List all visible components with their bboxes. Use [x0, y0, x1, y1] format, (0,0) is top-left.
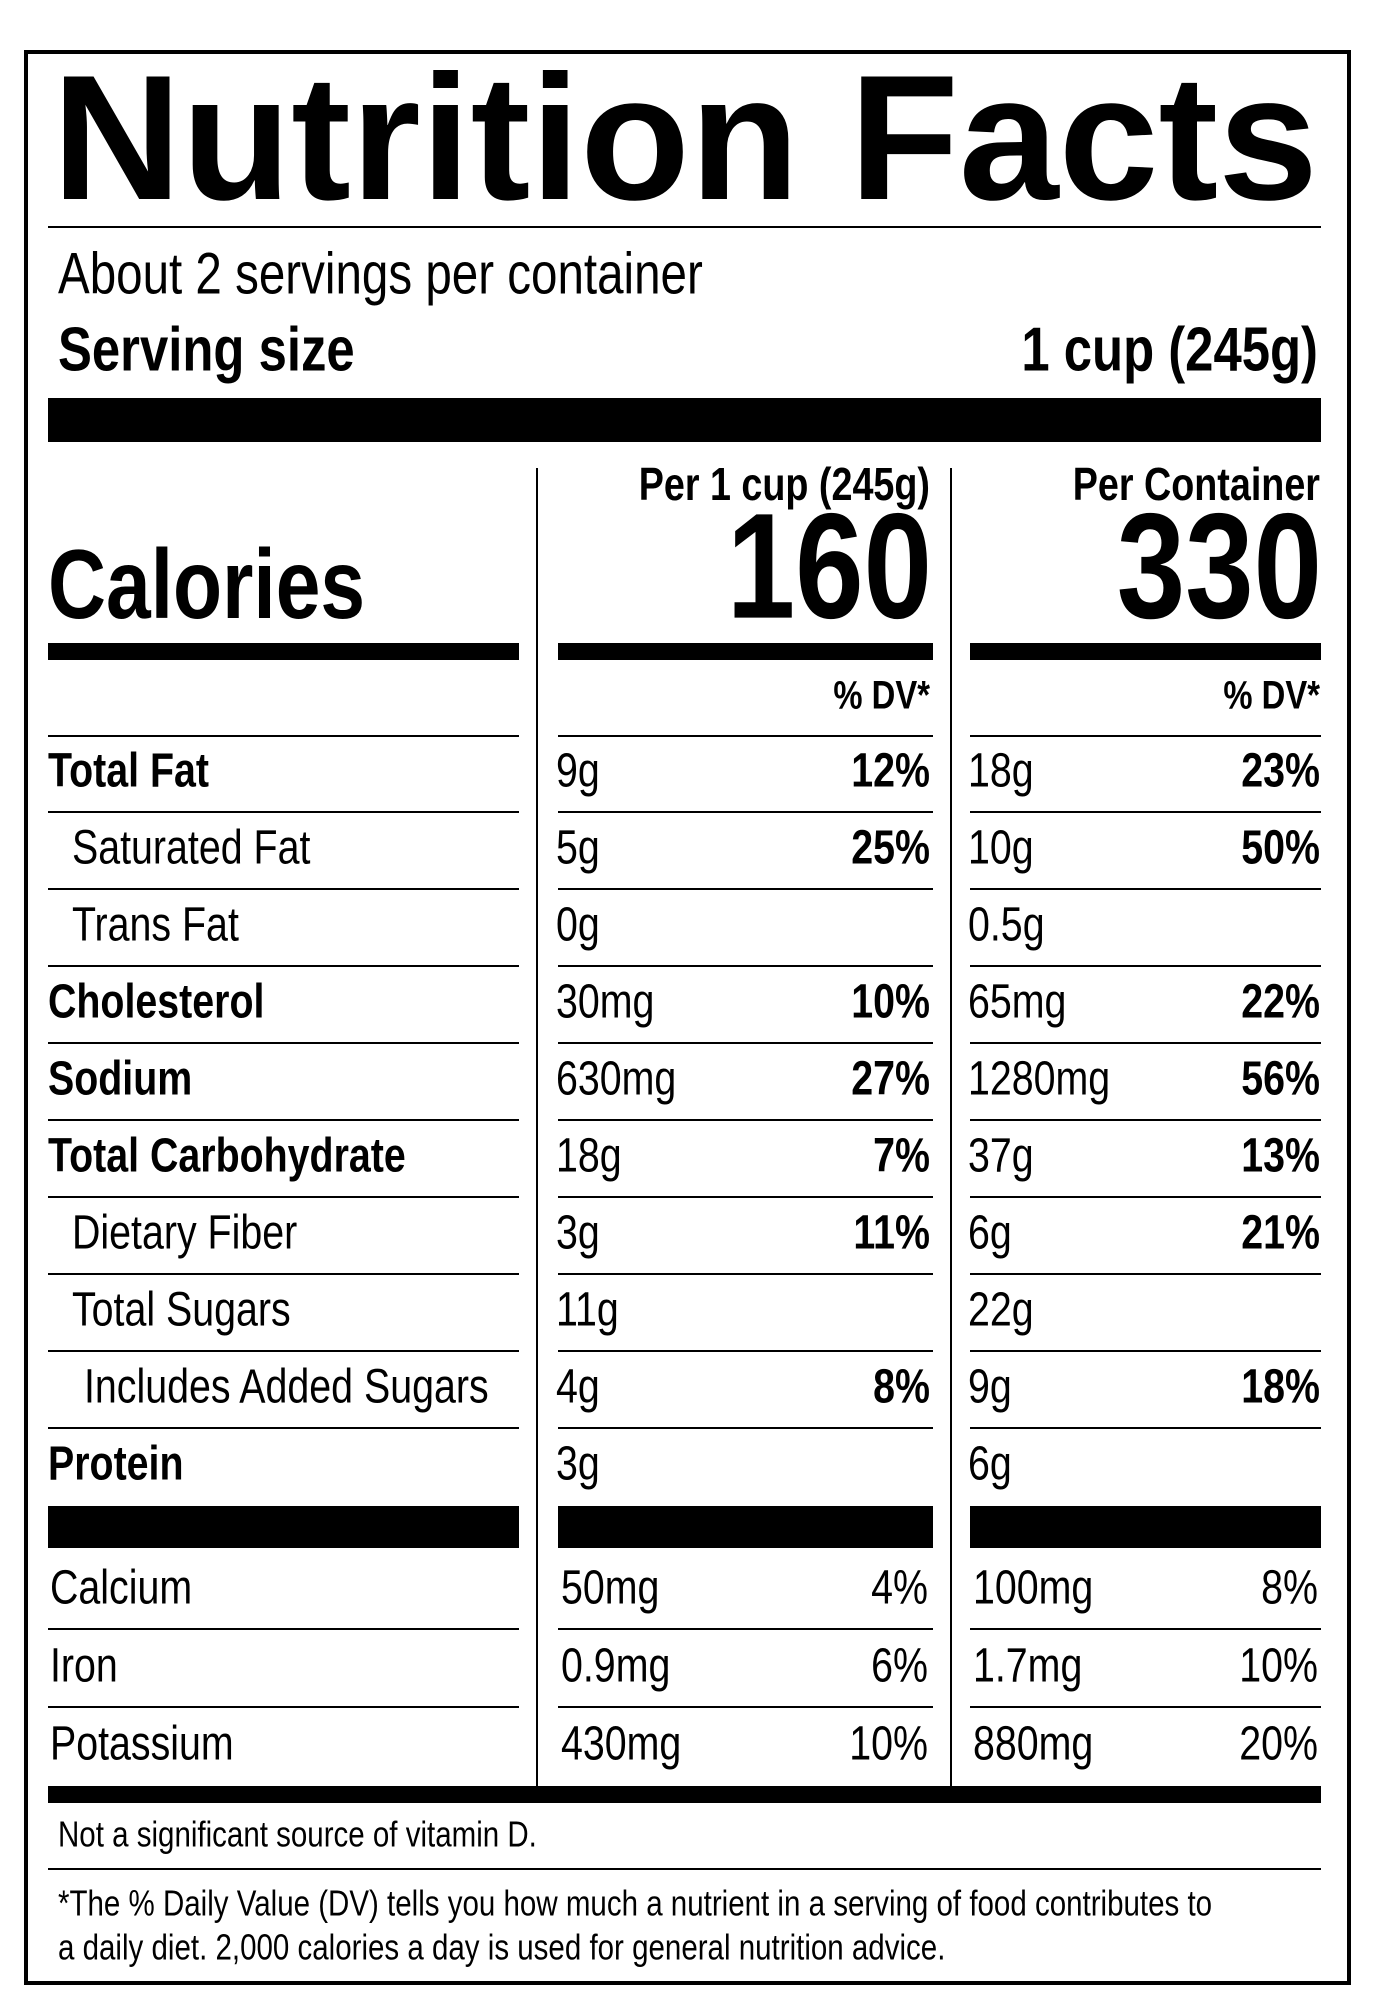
percent-dv: 18% — [1241, 1360, 1320, 1414]
amount: 6g — [968, 1437, 1012, 1491]
nutrient-name: Trans Fat — [72, 898, 239, 952]
thick-bar — [48, 1786, 1321, 1803]
amount: 65mg — [968, 975, 1066, 1029]
amount: 9g — [968, 1360, 1012, 1414]
amount: 4g — [556, 1360, 600, 1414]
percent-dv: 7% — [873, 1129, 930, 1183]
serving-size-value: 1 cup (245g) — [1021, 316, 1318, 385]
thick-bar — [48, 1506, 519, 1548]
calories-bar — [48, 643, 519, 660]
nutrient-name: Sodium — [48, 1052, 192, 1106]
nutrient-name: Dietary Fiber — [72, 1206, 297, 1260]
percent-dv: 25% — [851, 821, 930, 875]
percent-dv: 56% — [1241, 1052, 1320, 1106]
amount: 3g — [556, 1206, 600, 1260]
percent-dv: 10% — [1239, 1639, 1318, 1693]
amount: 0.5g — [968, 898, 1045, 952]
mineral-name: Calcium — [50, 1561, 192, 1615]
mineral-name: Iron — [50, 1639, 118, 1693]
footnote: Not a significant source of vitamin D. — [58, 1814, 537, 1854]
percent-dv: 22% — [1241, 975, 1320, 1029]
amount: 880mg — [973, 1717, 1093, 1771]
calories-bar — [558, 643, 933, 660]
dv-heading: % DV* — [833, 672, 930, 717]
amount: 430mg — [561, 1717, 681, 1771]
nutrient-name: Total Fat — [48, 744, 209, 798]
calories-value: 160 — [727, 483, 932, 650]
column-heading: Per 1 cup (245g) — [639, 459, 930, 510]
percent-dv: 12% — [851, 744, 930, 798]
nutrient-name: Saturated Fat — [72, 821, 310, 875]
serving-size-label: Serving size — [58, 316, 355, 385]
servings-per-container: About 2 servings per container — [58, 242, 703, 307]
percent-dv: 21% — [1241, 1206, 1320, 1260]
mineral-name: Potassium — [50, 1717, 234, 1771]
amount: 100mg — [973, 1561, 1093, 1615]
percent-dv: 10% — [849, 1717, 928, 1771]
percent-dv: 11% — [853, 1206, 930, 1260]
amount: 18g — [968, 744, 1034, 798]
nutrient-name: Total Sugars — [72, 1283, 291, 1337]
amount: 3g — [556, 1437, 600, 1491]
percent-dv: 10% — [851, 975, 930, 1029]
column-heading: Per Container — [1073, 459, 1320, 510]
footnote: *The % Daily Value (DV) tells you how mu… — [58, 1883, 1212, 1923]
percent-dv: 8% — [873, 1360, 930, 1414]
nutrient-name: Protein — [48, 1437, 184, 1491]
percent-dv: 8% — [1261, 1561, 1318, 1615]
amount: 9g — [556, 744, 600, 798]
footnote: a daily diet. 2,000 calories a day is us… — [58, 1927, 945, 1967]
thick-bar — [970, 1506, 1321, 1548]
percent-dv: 13% — [1241, 1129, 1320, 1183]
nutrient-name: Cholesterol — [48, 975, 264, 1029]
amount: 18g — [556, 1129, 622, 1183]
dv-heading: % DV* — [1223, 672, 1320, 717]
amount: 22g — [968, 1283, 1034, 1337]
percent-dv: 23% — [1241, 744, 1320, 798]
percent-dv: 50% — [1241, 821, 1320, 875]
amount: 0.9mg — [561, 1639, 670, 1693]
amount: 37g — [968, 1129, 1034, 1183]
title: Nutrition Facts — [52, 38, 1318, 237]
percent-dv: 4% — [871, 1561, 928, 1615]
label-border — [24, 50, 1351, 1985]
amount: 6g — [968, 1206, 1012, 1260]
percent-dv: 6% — [871, 1639, 928, 1693]
amount: 50mg — [561, 1561, 659, 1615]
thick-bar — [48, 398, 1321, 442]
amount: 1280mg — [968, 1052, 1110, 1106]
percent-dv: 27% — [851, 1052, 930, 1106]
amount: 30mg — [556, 975, 654, 1029]
amount: 0g — [556, 898, 600, 952]
amount: 1.7mg — [973, 1639, 1082, 1693]
amount: 5g — [556, 821, 600, 875]
percent-dv: 20% — [1239, 1717, 1318, 1771]
amount: 10g — [968, 821, 1034, 875]
calories-value: 330 — [1117, 483, 1322, 650]
amount: 630mg — [556, 1052, 676, 1106]
calories-bar — [970, 643, 1321, 660]
amount: 11g — [556, 1283, 619, 1337]
nutrient-name: Includes Added Sugars — [84, 1360, 489, 1414]
thick-bar — [558, 1506, 933, 1548]
calories-label: Calories — [48, 529, 365, 638]
nutrient-name: Total Carbohydrate — [48, 1129, 406, 1183]
